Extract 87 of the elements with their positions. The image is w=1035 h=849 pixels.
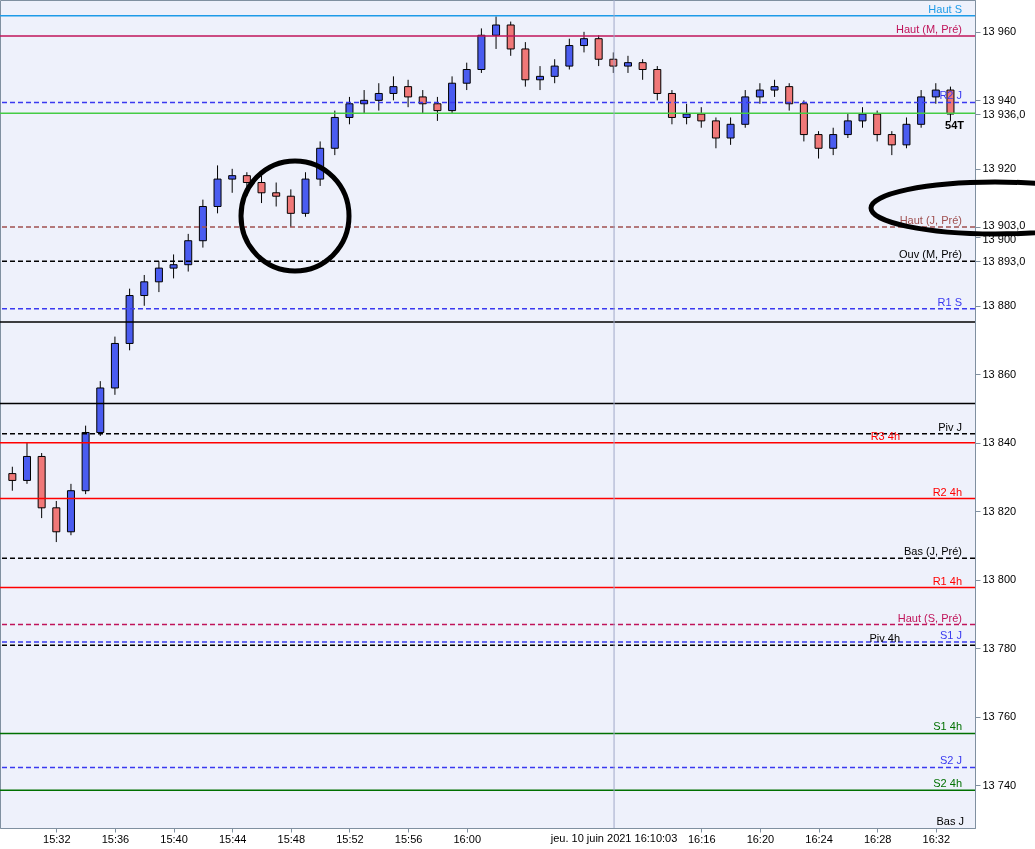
x-tick-label: 16:32 <box>922 832 951 845</box>
y-tick-label: 13 820 <box>982 504 1017 517</box>
ref-line-label: Haut S <box>928 2 962 15</box>
candlestick <box>22 442 31 485</box>
ref-line-label: Bas (J, Pré) <box>903 545 962 558</box>
candlestick <box>697 106 706 129</box>
candlestick <box>858 106 867 129</box>
x-tick-label: 15:36 <box>101 832 130 845</box>
x-tick-label: 16:00 <box>453 832 481 845</box>
candlestick <box>433 96 442 122</box>
y-tick-label: 13 936,0 <box>982 107 1026 120</box>
candlestick <box>594 34 603 67</box>
candlestick <box>345 96 354 125</box>
x-tick-label: 15:40 <box>160 832 188 845</box>
x-tick-label: 15:44 <box>218 832 247 845</box>
ref-line-label: Piv 4h <box>869 632 900 645</box>
candlestick <box>389 75 398 101</box>
candlestick <box>418 89 427 115</box>
candlestick <box>286 188 295 228</box>
candlestick <box>667 89 676 125</box>
x-tick-label: 15:52 <box>336 832 364 845</box>
ref-line-label: R2 4h <box>932 485 962 498</box>
x-tick-label: 16:20 <box>746 832 775 845</box>
x-tick-label: 15:32 <box>43 832 71 845</box>
x-tick-label: 15:56 <box>394 832 423 845</box>
candlestick <box>580 31 588 53</box>
x-tick-label: 16:28 <box>863 832 892 845</box>
candlestick <box>887 130 896 156</box>
x-tick-label: 16:16 <box>688 832 716 845</box>
ref-line-label: R1 4h <box>932 574 962 587</box>
ref-line-label: S2 4h <box>933 777 962 790</box>
ref-line-label: S1 J <box>939 629 962 642</box>
ref-line-label: Haut (M, Pré) <box>895 22 962 35</box>
y-tick-label: 13 893,0 <box>982 254 1026 267</box>
candlestick <box>374 82 383 112</box>
candlestick <box>52 500 61 543</box>
candlestick <box>682 103 691 125</box>
ref-line-label: R2 J <box>939 89 962 102</box>
candlestick <box>931 82 940 105</box>
ref-line-label: R3 4h <box>870 429 900 442</box>
ref-line-label: S2 J <box>939 754 962 767</box>
ref-line-label: S1 4h <box>933 720 962 733</box>
candlestick <box>902 116 911 149</box>
ref-line-label: R1 S <box>937 295 962 308</box>
candlestick <box>272 182 281 207</box>
y-tick-label: 13 880 <box>982 299 1017 312</box>
candlestick <box>726 116 735 146</box>
candlestick <box>785 82 794 112</box>
y-tick-label: 13 800 <box>982 573 1017 586</box>
y-tick-label: 13 780 <box>982 641 1017 654</box>
candlestick <box>565 38 574 71</box>
ref-line-label: Piv J <box>938 420 962 433</box>
candlestick <box>506 21 515 57</box>
annotation: 54T <box>945 119 965 132</box>
y-tick-label: 13 920 <box>982 162 1017 175</box>
candlestick <box>8 466 17 492</box>
candlestick <box>404 79 413 108</box>
candlestick <box>140 274 149 307</box>
y-tick-label: 13 760 <box>982 710 1017 723</box>
ref-line-label: Haut (J, Pré) <box>899 214 962 227</box>
candlestick <box>829 127 838 156</box>
y-tick-label: 13 960 <box>982 25 1017 38</box>
y-tick-label: 13 940 <box>982 93 1017 106</box>
y-tick-label: 13 903,0 <box>982 218 1026 231</box>
candlestick <box>228 168 237 194</box>
candlestick <box>711 116 720 149</box>
annotation: Bas J <box>936 815 964 827</box>
candlestick <box>638 58 647 81</box>
candlestick <box>873 110 882 142</box>
candlestick <box>653 65 662 101</box>
x-tick-label: 15:48 <box>277 832 306 845</box>
ref-line-label: Ouv (M, Pré) <box>899 248 962 261</box>
candlestick <box>257 175 266 204</box>
candlestick <box>814 130 823 160</box>
candlestick <box>536 65 545 91</box>
candlestick <box>623 55 632 74</box>
y-tick-label: 13 840 <box>982 436 1017 449</box>
x-tick-label: 16:24 <box>805 832 833 845</box>
candlestick <box>462 62 471 91</box>
y-tick-label: 13 860 <box>982 367 1017 380</box>
candlestick <box>755 82 764 105</box>
y-tick-label: 13 740 <box>982 778 1017 791</box>
candlestick <box>492 15 501 50</box>
candlestick <box>843 113 852 139</box>
candlestick <box>550 58 559 84</box>
ref-line-label: Haut (S, Pré) <box>897 611 962 624</box>
ref-line-label: jeu. 10 juin 2021 16:10:03 <box>549 832 678 844</box>
